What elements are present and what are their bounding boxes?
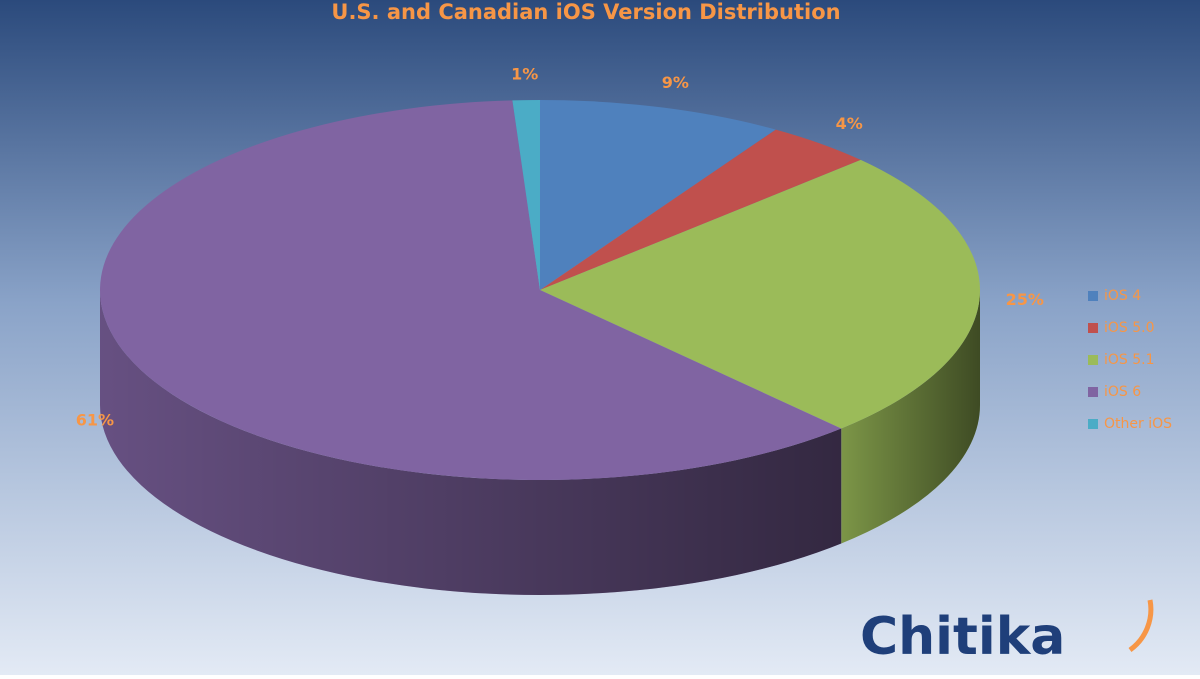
logo: Chitika (860, 607, 1065, 667)
data-label: 1% (511, 65, 538, 84)
legend-swatch (1088, 419, 1098, 429)
chart-title: U.S. and Canadian iOS Version Distributi… (331, 0, 840, 24)
slice-side-shade (841, 290, 980, 544)
legend-label: Other iOS (1104, 416, 1172, 432)
slice (540, 129, 861, 290)
data-label: 61% (76, 411, 114, 430)
slice (512, 100, 540, 290)
slice (100, 100, 842, 480)
data-label: 9% (662, 73, 689, 92)
legend-swatch (1088, 387, 1098, 397)
legend-swatch (1088, 355, 1098, 365)
legend-swatch (1088, 323, 1098, 333)
legend-label: iOS 4 (1104, 288, 1141, 304)
legend: iOS 4 iOS 5.0 iOS 5.1 iOS 6 Other iOS (1088, 288, 1172, 432)
pie: 9% 4% 25% 61% 1% (76, 65, 1044, 595)
slice (540, 159, 981, 429)
legend-label: iOS 5.1 (1104, 352, 1155, 368)
legend-swatch (1088, 291, 1098, 301)
legend-label: iOS 5.0 (1104, 320, 1155, 336)
logo-swirl (1128, 599, 1154, 653)
data-label: 25% (1006, 290, 1044, 309)
legend-label: iOS 6 (1104, 384, 1141, 400)
slice-side-shade (100, 290, 842, 595)
slice (540, 100, 776, 290)
data-label: 4% (836, 114, 863, 133)
